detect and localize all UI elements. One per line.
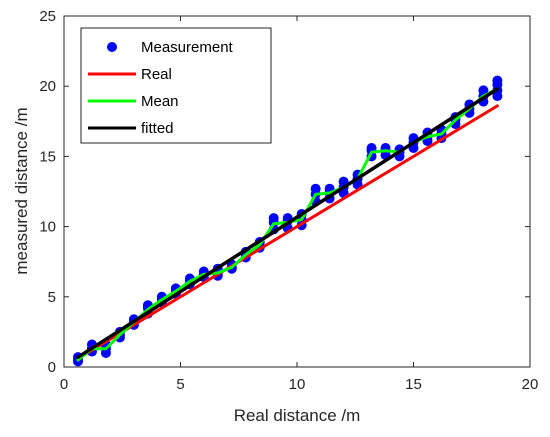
legend-item-mean: Mean <box>88 93 179 110</box>
series-layer <box>72 75 503 367</box>
y-tick-label: 20 <box>39 78 56 95</box>
measurement-point <box>310 183 321 194</box>
x-tick-label: 5 <box>176 376 184 393</box>
measurement-point <box>478 85 489 96</box>
legend-label: Measurement <box>141 39 234 56</box>
legend-item-measurement: Measurement <box>107 39 234 56</box>
legend-label: Mean <box>141 93 179 110</box>
series-real-line <box>76 104 499 361</box>
y-tick-label: 5 <box>48 289 56 306</box>
legend-item-fitted: fitted <box>88 120 174 137</box>
x-axis-title: Real distance /m <box>234 406 361 425</box>
y-tick-label: 0 <box>48 359 56 376</box>
measurement-point <box>268 213 279 224</box>
x-tick-label: 10 <box>289 376 306 393</box>
measurement-point <box>492 75 503 86</box>
y-tick-label: 25 <box>39 8 56 25</box>
x-tick-label: 15 <box>405 376 422 393</box>
legend-swatch <box>107 42 117 52</box>
series-fitted-line <box>76 87 500 359</box>
tick-layer: 0 5 10 15 20 0 5 10 15 20 25 <box>39 8 538 393</box>
legend-item-real: Real <box>88 66 172 83</box>
y-tick-label: 15 <box>39 148 56 165</box>
legend-label: Real <box>141 66 172 83</box>
legend-label: fitted <box>141 120 174 137</box>
y-axis-title: measured distance /m <box>12 107 31 274</box>
legend: Measurement Real Mean fitted <box>80 27 272 144</box>
y-tick-label: 10 <box>39 219 56 236</box>
x-tick-label: 20 <box>522 376 539 393</box>
x-tick-label: 0 <box>60 376 68 393</box>
